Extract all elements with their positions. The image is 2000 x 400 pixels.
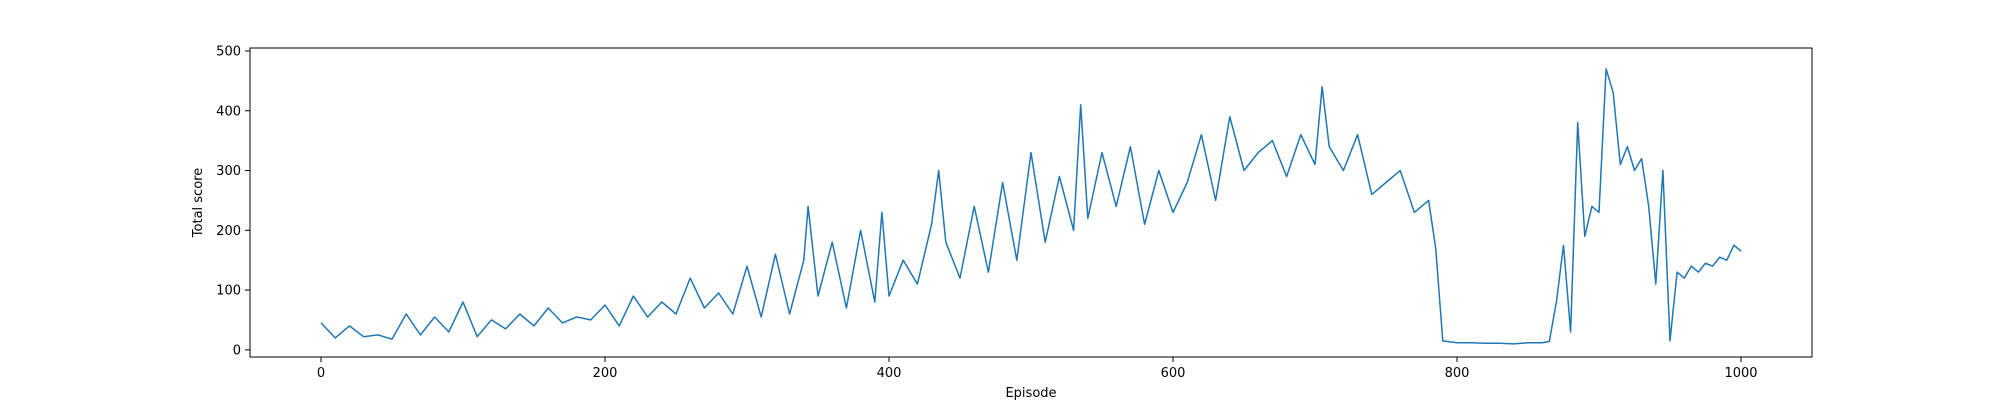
y-tick-label: 300 <box>216 164 241 179</box>
x-axis-label: Episode <box>1005 386 1056 400</box>
x-tick-label: 1000 <box>1724 366 1757 381</box>
y-axis-ticks: 0 100 200 300 400 500 <box>216 44 250 358</box>
y-tick-label: 500 <box>216 44 241 59</box>
series-line-0 <box>320 68 1742 345</box>
x-tick-label: 0 <box>317 366 325 381</box>
x-tick-label: 600 <box>1161 366 1186 381</box>
y-tick-label: 100 <box>216 284 241 299</box>
x-tick-label: 400 <box>877 366 902 381</box>
y-axis-label: Total score <box>191 168 206 238</box>
x-axis-ticks: 0 200 400 600 800 1000 <box>317 357 1758 381</box>
x-tick-label: 800 <box>1445 366 1470 381</box>
y-tick-label: 200 <box>216 224 241 239</box>
y-tick-label: 400 <box>216 104 241 119</box>
plot-area <box>320 68 1742 345</box>
plot-frame <box>249 47 1813 358</box>
x-tick-label: 200 <box>593 366 618 381</box>
y-tick-label: 0 <box>233 343 241 358</box>
